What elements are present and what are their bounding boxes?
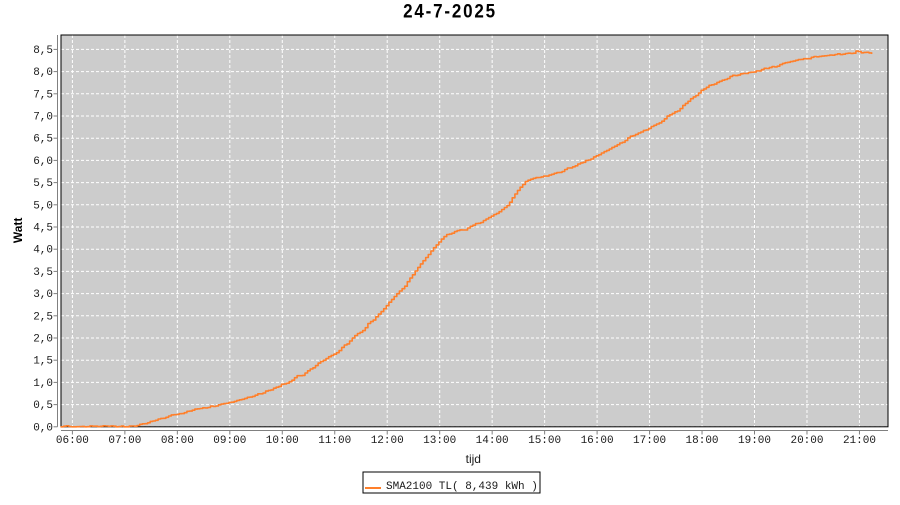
svg-text:7,5: 7,5 <box>33 89 53 101</box>
svg-text:16:00: 16:00 <box>581 435 614 447</box>
svg-text:11:00: 11:00 <box>318 435 351 447</box>
svg-text:14:00: 14:00 <box>476 435 509 447</box>
svg-text:09:00: 09:00 <box>213 435 246 447</box>
svg-text:2,0: 2,0 <box>33 334 53 346</box>
svg-text:08:00: 08:00 <box>161 435 194 447</box>
svg-text:18:00: 18:00 <box>686 435 719 447</box>
svg-text:6,0: 6,0 <box>33 156 53 168</box>
svg-text:20:00: 20:00 <box>790 435 823 447</box>
svg-text:07:00: 07:00 <box>108 435 141 447</box>
svg-text:17:00: 17:00 <box>633 435 666 447</box>
svg-text:SMA2100 TL( 8,439 kWh ): SMA2100 TL( 8,439 kWh ) <box>386 481 538 493</box>
svg-text:19:00: 19:00 <box>738 435 771 447</box>
svg-text:0,5: 0,5 <box>33 400 53 412</box>
svg-text:5,0: 5,0 <box>33 200 53 212</box>
svg-text:1,0: 1,0 <box>33 378 53 390</box>
svg-text:10:00: 10:00 <box>266 435 299 447</box>
svg-text:Watt: Watt <box>11 218 25 244</box>
svg-text:4,5: 4,5 <box>33 223 53 235</box>
svg-text:21:00: 21:00 <box>843 435 876 447</box>
svg-text:12:00: 12:00 <box>371 435 404 447</box>
svg-text:5,5: 5,5 <box>33 178 53 190</box>
svg-text:15:00: 15:00 <box>528 435 561 447</box>
svg-text:8,0: 8,0 <box>33 67 53 79</box>
svg-text:4,0: 4,0 <box>33 245 53 257</box>
svg-text:7,0: 7,0 <box>33 112 53 124</box>
svg-text:06:00: 06:00 <box>56 435 89 447</box>
svg-text:3,5: 3,5 <box>33 267 53 279</box>
svg-text:3,0: 3,0 <box>33 289 53 301</box>
svg-text:2,5: 2,5 <box>33 311 53 323</box>
svg-text:0,0: 0,0 <box>33 422 53 434</box>
svg-text:1,5: 1,5 <box>33 356 53 368</box>
svg-text:tijd: tijd <box>466 452 481 466</box>
svg-text:8,5: 8,5 <box>33 45 53 57</box>
svg-text:13:00: 13:00 <box>423 435 456 447</box>
svg-text:6,5: 6,5 <box>33 134 53 146</box>
